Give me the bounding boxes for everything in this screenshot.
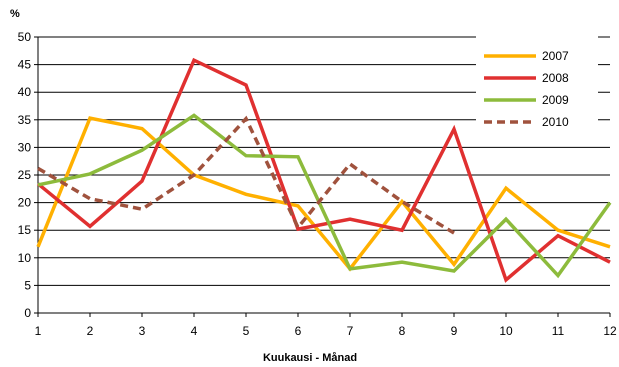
y-axis-title: % bbox=[10, 8, 20, 20]
x-tick-label: 7 bbox=[347, 324, 354, 338]
x-tick-label: 4 bbox=[191, 324, 198, 338]
series-lines bbox=[36, 57, 612, 283]
y-tick-label: 50 bbox=[18, 30, 32, 44]
x-tick-label: 8 bbox=[399, 324, 406, 338]
y-tick-label: 15 bbox=[18, 223, 32, 237]
y-tick-label: 30 bbox=[18, 140, 32, 154]
y-tick-label: 25 bbox=[18, 168, 32, 182]
x-tick-labels: 1 2 3 4 5 6 7 8 9 10 11 12 bbox=[35, 324, 617, 338]
y-tick-label: 45 bbox=[18, 58, 32, 72]
y-tick-label: 0 bbox=[24, 306, 31, 320]
series-line-2010 bbox=[37, 115, 455, 235]
x-tick-label: 2 bbox=[87, 324, 94, 338]
y-tick-label: 35 bbox=[18, 113, 32, 127]
y-tick-label: 20 bbox=[18, 196, 32, 210]
x-axis-title: Kuukausi - Månad bbox=[263, 352, 357, 364]
y-tick-label: 40 bbox=[18, 85, 32, 99]
x-tick-label: 6 bbox=[295, 324, 302, 338]
x-tick-label: 10 bbox=[499, 324, 513, 338]
series-line-2008 bbox=[36, 57, 611, 283]
series-line-2009 bbox=[37, 113, 612, 279]
y-tick-label: 10 bbox=[18, 251, 32, 265]
series-line-2007 bbox=[36, 116, 611, 272]
legend-label-2007: 2007 bbox=[542, 49, 569, 63]
x-tick-label: 11 bbox=[552, 324, 565, 338]
x-tick-label: 3 bbox=[139, 324, 146, 338]
legend-label-2010: 2010 bbox=[542, 115, 569, 129]
legend-label-2008: 2008 bbox=[542, 71, 569, 85]
y-tick-labels: 0 5 10 15 20 25 30 35 40 45 50 bbox=[18, 30, 32, 320]
legend: 2007 2008 2009 2010 bbox=[476, 36, 598, 130]
y-tick-label: 5 bbox=[24, 278, 31, 292]
x-tick-label: 12 bbox=[603, 324, 617, 338]
x-tick-label: 1 bbox=[35, 324, 42, 338]
x-tick-label: 5 bbox=[243, 324, 250, 338]
x-tick-label: 9 bbox=[451, 324, 458, 338]
legend-background bbox=[476, 36, 598, 130]
legend-label-2009: 2009 bbox=[542, 93, 569, 107]
axes bbox=[34, 36, 611, 317]
